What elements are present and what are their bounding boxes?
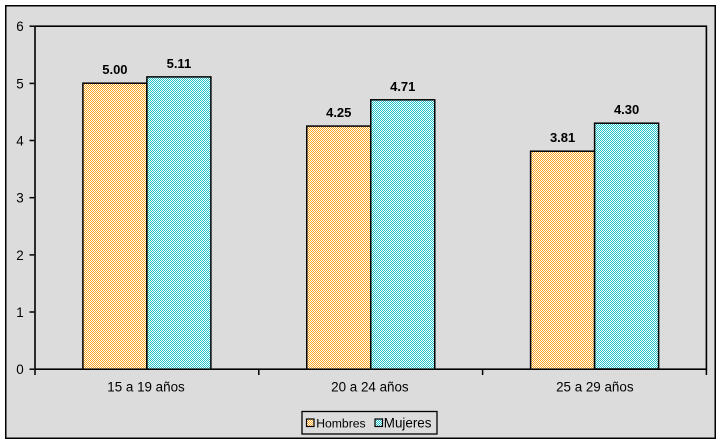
svg-text:1: 1 (16, 305, 23, 320)
svg-text:Hombres: Hombres (316, 416, 365, 430)
svg-text:3.81: 3.81 (550, 130, 575, 145)
svg-text:5.00: 5.00 (102, 62, 127, 77)
svg-text:Mujeres: Mujeres (384, 415, 432, 430)
svg-text:4.71: 4.71 (390, 79, 415, 94)
svg-text:15 a 19 años: 15 a 19 años (107, 380, 185, 395)
svg-text:20 a 24 años: 20 a 24 años (331, 380, 409, 395)
svg-text:4.30: 4.30 (614, 102, 639, 117)
svg-text:5.11: 5.11 (167, 56, 192, 71)
svg-text:0: 0 (16, 362, 23, 377)
svg-text:6: 6 (16, 19, 23, 34)
svg-text:5: 5 (16, 76, 23, 91)
svg-text:25 a 29 años: 25 a 29 años (556, 380, 634, 395)
svg-text:2: 2 (16, 248, 23, 263)
svg-text:4.25: 4.25 (326, 105, 351, 120)
svg-text:3: 3 (16, 191, 23, 206)
svg-text:4: 4 (16, 134, 24, 149)
